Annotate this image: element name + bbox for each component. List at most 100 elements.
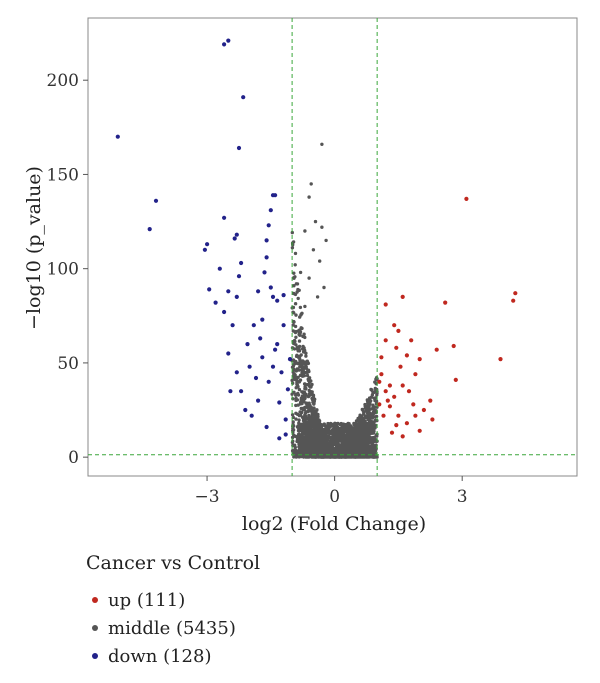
data-point-down-48 [253, 375, 259, 381]
legend-label-down: down (128) [108, 645, 212, 667]
data-point-up-32 [377, 379, 382, 384]
data-point-down-44 [283, 417, 288, 422]
data-point-up-1 [513, 291, 518, 296]
data-point-up-14 [387, 383, 392, 388]
data-point-down-25 [262, 270, 267, 275]
data-point-up-31 [411, 402, 416, 407]
data-point-up-7 [400, 294, 405, 299]
data-point-down-8 [273, 193, 278, 198]
data-point-up-23 [383, 389, 388, 394]
x-tick-label-1: 0 [329, 487, 340, 507]
data-point-down-18 [207, 287, 212, 292]
legend-label-up: up (111) [108, 589, 186, 611]
y-axis-title: −log10 (p_value) [23, 166, 45, 330]
data-point-down-34 [234, 370, 239, 375]
data-point-down-12 [232, 236, 237, 241]
data-point-up-10 [409, 338, 414, 343]
data-point-down-40 [266, 379, 271, 384]
data-point-down-27 [256, 289, 261, 294]
data-point-down-21 [234, 294, 239, 299]
data-point-down-3 [236, 145, 242, 151]
data-point-down-38 [256, 398, 261, 403]
threshold-lines [88, 18, 577, 476]
y-tick-label-2: 100 [47, 260, 79, 280]
legend-dot-down-icon [92, 653, 98, 659]
data-point-up-27 [381, 413, 386, 418]
y-tick-label-3: 150 [47, 165, 79, 185]
data-point-down-5 [147, 227, 152, 232]
data-point-down-56 [277, 436, 282, 441]
legend-title: Cancer vs Control [86, 552, 261, 574]
data-point-up-38 [421, 407, 426, 413]
data-point-down-33 [226, 351, 231, 356]
data-point-up-0 [464, 196, 469, 201]
data-point-down-24 [264, 255, 269, 260]
data-point-up-9 [434, 347, 439, 352]
data-point-up-11 [396, 328, 401, 333]
data-point-down-41 [270, 364, 276, 369]
data-point-up-24 [404, 421, 409, 426]
data-point-up-26 [430, 417, 435, 422]
data-point-down-29 [230, 323, 235, 328]
legend-item-middle: middle (5435) [86, 614, 260, 642]
data-point-up-2 [511, 298, 516, 303]
data-point-down-53 [270, 294, 276, 299]
data-point-down-54 [287, 357, 293, 362]
data-point-down-22 [236, 274, 242, 279]
data-point-down-52 [281, 293, 286, 298]
plot-frame [87, 17, 578, 477]
data-point-down-10 [222, 215, 227, 220]
data-point-up-4 [443, 300, 448, 305]
data-point-up-37 [413, 413, 418, 418]
data-point-down-58 [228, 389, 233, 394]
data-point-down-42 [275, 342, 280, 347]
data-point-down-32 [260, 317, 265, 322]
data-point-down-59 [258, 336, 263, 341]
data-point-up-40 [392, 323, 397, 328]
data-point-down-43 [277, 400, 282, 405]
data-point-down-13 [268, 208, 273, 213]
data-point-up-28 [377, 402, 382, 407]
data-point-down-28 [268, 285, 273, 290]
x-tick-label-0: −3 [195, 487, 220, 507]
data-point-down-14 [264, 238, 269, 243]
data-point-down-0 [222, 42, 227, 47]
data-point-up-12 [383, 338, 388, 343]
data-point-up-29 [389, 430, 395, 435]
y-tick-label-1: 50 [57, 354, 79, 374]
data-point-down-47 [245, 342, 250, 347]
data-point-up-30 [400, 434, 405, 439]
y-tick-label-0: 0 [68, 448, 79, 468]
data-point-down-11 [234, 232, 239, 237]
data-point-up-16 [413, 372, 418, 377]
data-point-up-39 [379, 355, 384, 360]
data-point-up-36 [417, 428, 422, 433]
data-point-up-19 [385, 398, 390, 403]
data-point-up-13 [379, 372, 384, 377]
axis-ticks: −3 0 3 0 50 100 150 200 [47, 71, 468, 507]
data-point-down-57 [249, 413, 254, 418]
data-point-down-6 [153, 198, 159, 203]
data-point-down-20 [226, 289, 231, 294]
legend-dot-middle-icon [92, 625, 98, 631]
data-point-down-31 [275, 298, 280, 303]
data-point-up-35 [406, 389, 412, 394]
data-point-up-33 [400, 383, 405, 388]
data-point-down-50 [281, 323, 286, 328]
data-point-down-15 [266, 223, 271, 228]
data-point-up-3 [498, 357, 503, 362]
data-point-down-16 [202, 247, 207, 252]
legend-item-up: up (111) [86, 586, 260, 614]
data-point-up-34 [398, 364, 403, 369]
data-point-down-55 [283, 432, 288, 437]
data-point-down-49 [279, 370, 284, 375]
data-point-down-37 [260, 355, 265, 360]
x-axis-title: log2 (Fold Change) [242, 513, 426, 535]
data-point-up-20 [387, 404, 392, 409]
data-point-down-23 [239, 260, 244, 266]
data-point-up-22 [394, 423, 399, 428]
legend: Cancer vs Control up (111) middle (5435)… [86, 552, 260, 670]
x-tick-label-2: 3 [457, 487, 468, 507]
data-point-down-45 [264, 424, 269, 430]
data-point-down-36 [247, 364, 252, 369]
